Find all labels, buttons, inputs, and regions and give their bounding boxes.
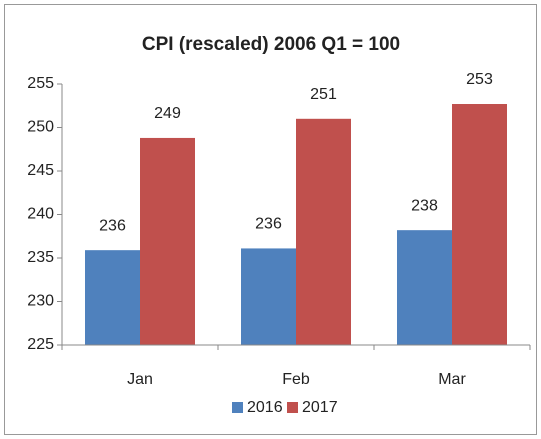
x-tick-label: Mar (438, 371, 466, 388)
legend-swatch (287, 402, 298, 413)
bar (85, 250, 140, 345)
data-label: 238 (411, 197, 438, 214)
x-tick-label: Jan (127, 371, 153, 388)
bar (241, 248, 296, 345)
legend-label: 2016 (247, 399, 283, 416)
x-tick-label: Feb (282, 371, 310, 388)
chart-border (4, 4, 537, 435)
y-tick-label: 255 (27, 75, 54, 92)
legend-label: 2017 (302, 399, 338, 416)
legend-swatch (232, 402, 243, 413)
bar (140, 137, 195, 345)
y-tick-label: 230 (27, 293, 54, 310)
chart-title: CPI (rescaled) 2006 Q1 = 100 (142, 34, 400, 55)
bar (452, 104, 507, 345)
y-tick-label: 225 (27, 336, 54, 353)
data-label: 249 (154, 105, 181, 122)
y-tick-label: 245 (27, 162, 54, 179)
y-tick-label: 240 (27, 206, 54, 223)
bar (296, 118, 351, 345)
data-label: 251 (310, 86, 337, 103)
y-tick-label: 235 (27, 249, 54, 266)
data-label: 236 (99, 217, 126, 234)
y-tick-label: 250 (27, 119, 54, 136)
data-label: 236 (255, 216, 282, 233)
data-label: 253 (466, 71, 493, 88)
bar (397, 230, 452, 345)
